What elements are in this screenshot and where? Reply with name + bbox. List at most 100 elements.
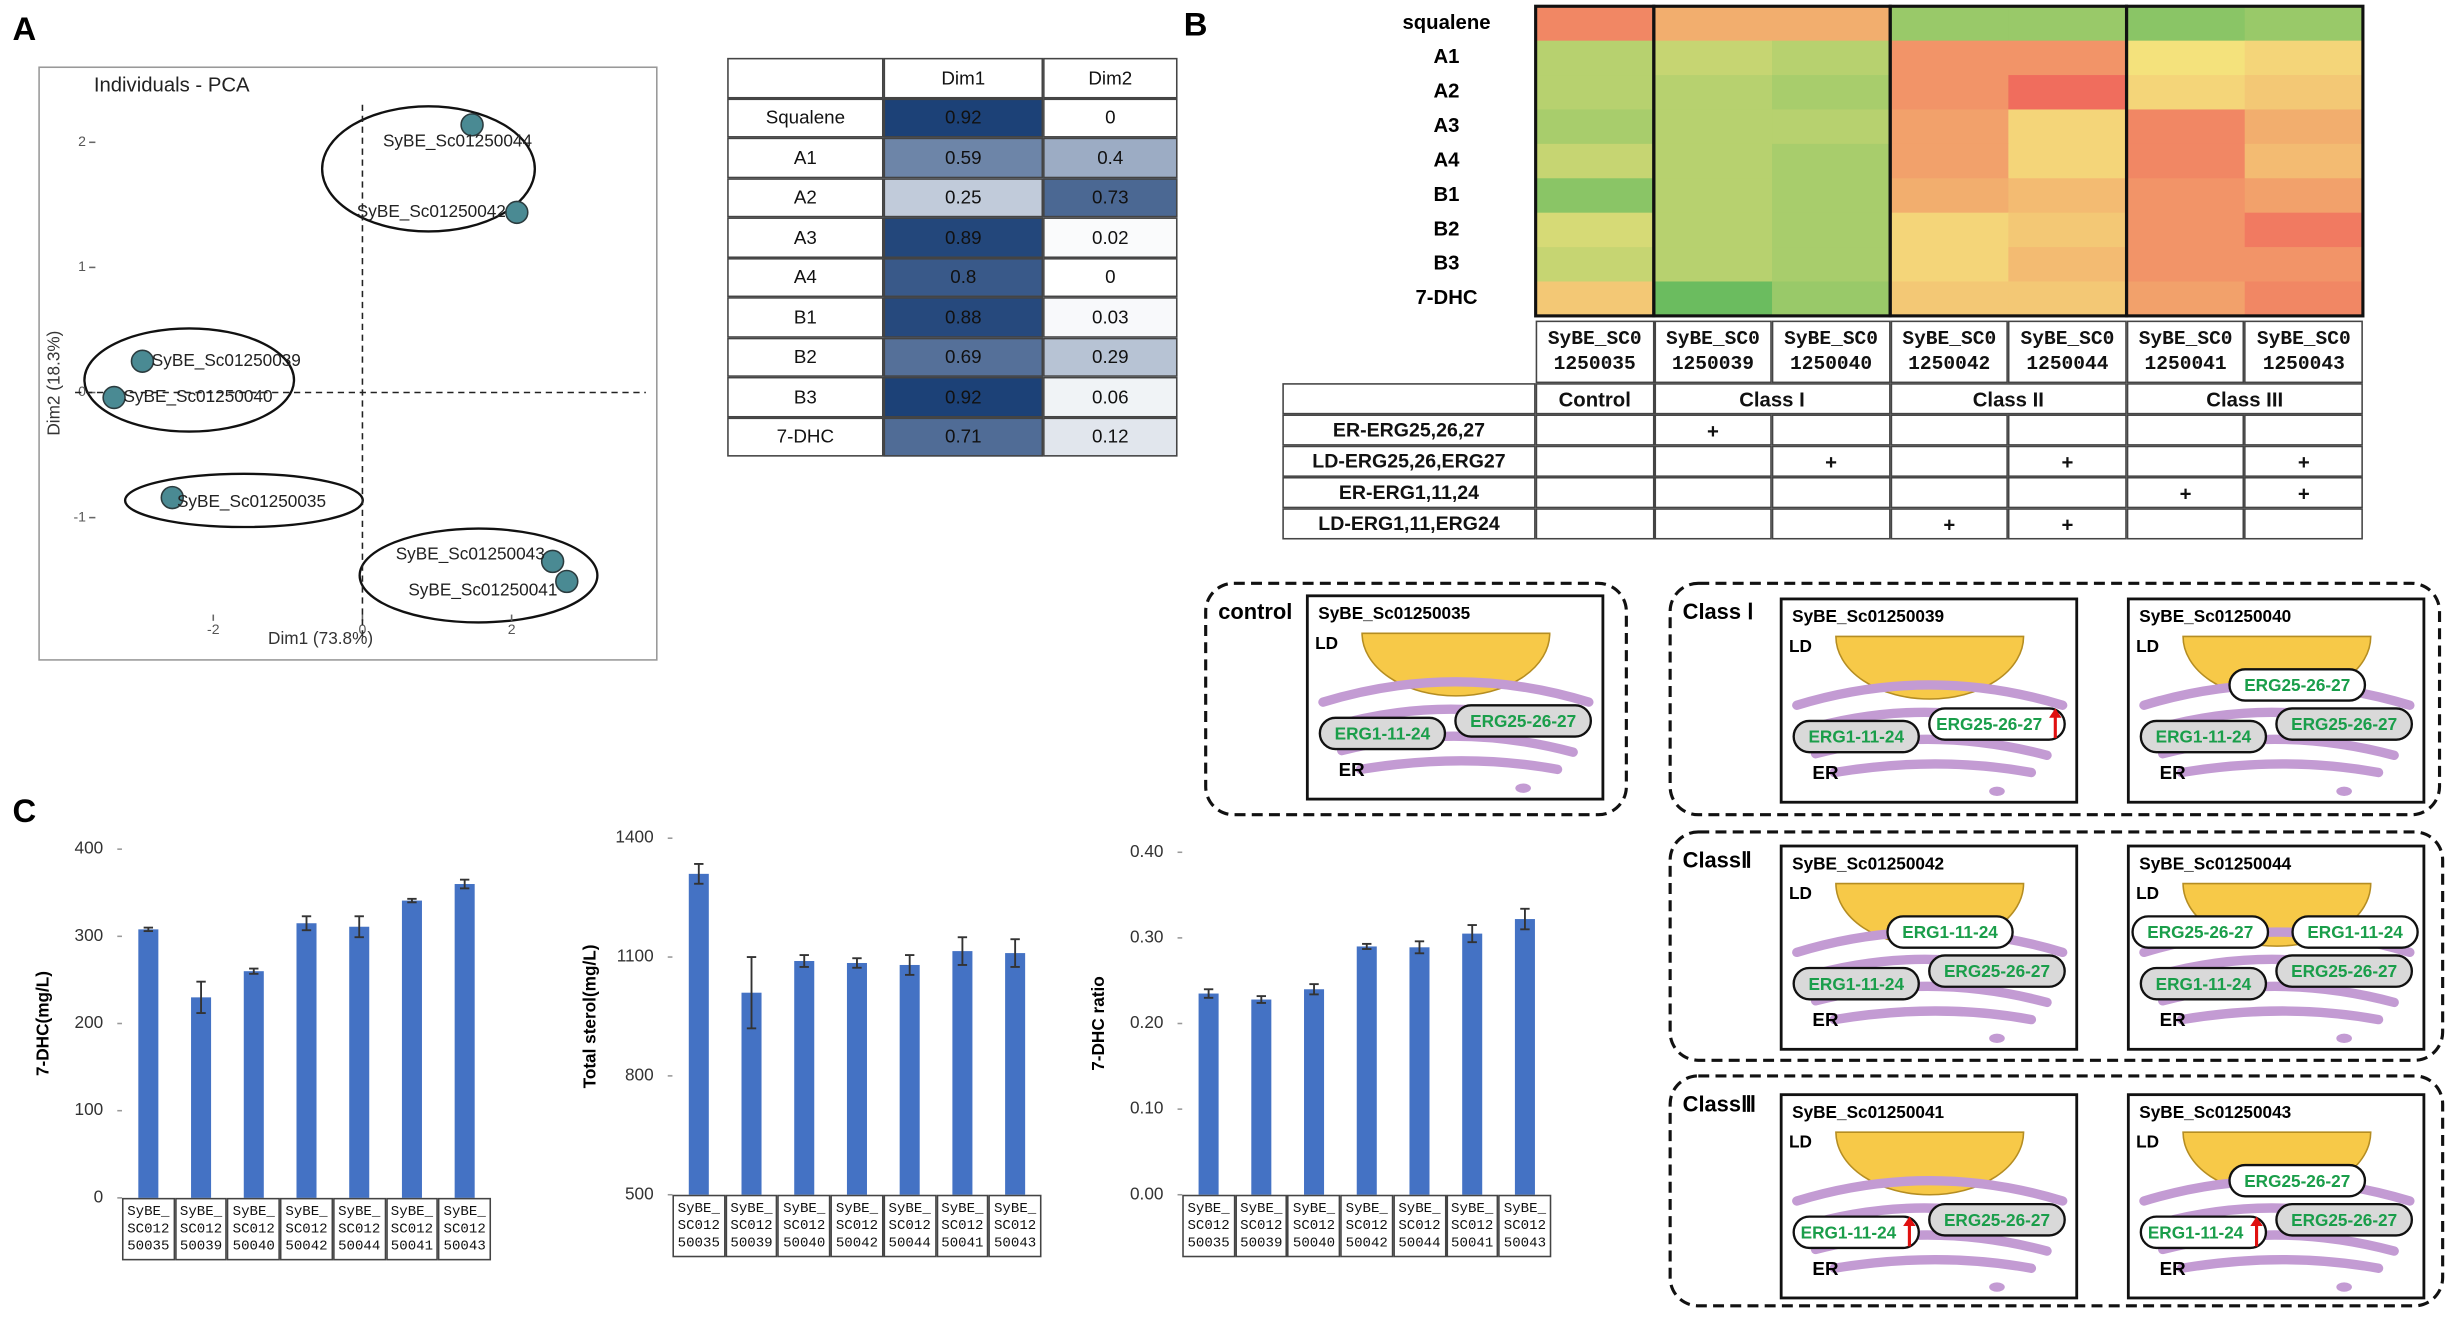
point-label: SyBE_Sc01250044 — [383, 131, 533, 151]
row-label: B1 — [727, 297, 884, 337]
tag-pill — [2139, 1215, 2268, 1250]
x-tick-label: 2 — [508, 621, 516, 637]
tag-pill — [2131, 915, 2270, 949]
error-bar — [957, 936, 968, 966]
error-bar — [1414, 940, 1425, 955]
tag-text: ERG25-26-27 — [1470, 711, 1576, 731]
er-label: ER — [2160, 1258, 2187, 1279]
error-bar — [143, 926, 154, 933]
column-label: SyBE_SC01250042 — [1890, 320, 2009, 384]
strain-panel: SyBE_Sc01250039 LD ER ERG1-11-24 ERG25-26-27 — [1779, 597, 2079, 804]
ld-label: LD — [1789, 1132, 1812, 1152]
strain-panel: SyBE_Sc01250040 LD ER ERG25-26-27 ERG1-11-24… — [2126, 597, 2426, 804]
row-label: Squalene — [727, 97, 884, 138]
point — [555, 569, 579, 594]
column-header: Dim2 — [1043, 57, 1178, 98]
value-cell: 0.92 — [883, 376, 1044, 417]
category-cell: SyBE_SC01250035 — [672, 1194, 726, 1258]
er-membrane — [1829, 1006, 2037, 1025]
mark-cell — [1772, 476, 1891, 509]
row-label: 7-DHC — [1415, 287, 1477, 309]
y-axis-label: Total sterol(mg/L) — [580, 945, 600, 1089]
strain-panel: SyBE_Sc01250043 LD ER ERG25-26-27 ERG1-11-24… — [2126, 1093, 2426, 1300]
tag-pill — [2139, 719, 2268, 754]
row-label: ER-ERG25,26,27 — [1282, 414, 1536, 446]
heat-cell — [2008, 6, 2128, 42]
chart-title: Individuals - PCA — [94, 74, 250, 96]
tag-pill — [2275, 1202, 2414, 1237]
row-label: ER-ERG1,11,24 — [1282, 476, 1536, 509]
cell-text: SyBE_SC01250042 — [1345, 1200, 1388, 1251]
cell-text: SyBE_SC01250043 — [1503, 1200, 1547, 1251]
tag-text: ERG1-11-24 — [1808, 974, 1904, 994]
bar — [349, 926, 370, 1198]
tag-pill — [2275, 954, 2414, 988]
heat-cell — [1772, 40, 1891, 76]
heat-cell — [2008, 281, 2128, 317]
group-box — [1668, 1074, 2445, 1308]
tag-pill — [1928, 707, 2066, 741]
mark-cell — [1890, 476, 2009, 509]
gene-tag: ERG1-11-24 — [1792, 1215, 1920, 1250]
value-cell: 0.12 — [1043, 416, 1178, 457]
mark-cell: + — [1890, 508, 2009, 540]
group-box — [1668, 581, 2442, 817]
y-tick-label: 300 — [75, 925, 104, 945]
row-label: LD-ERG25,26,ERG27 — [1282, 445, 1536, 477]
heat-cell — [1890, 212, 2010, 248]
row-label: A3 — [1434, 115, 1460, 137]
bar — [1356, 946, 1377, 1195]
er-vesicle — [2336, 1033, 2352, 1044]
heat-cell — [1772, 212, 1891, 248]
er-vesicle — [2336, 1282, 2352, 1292]
heat-cell — [2126, 247, 2246, 283]
er-membrane — [2176, 1254, 2384, 1273]
tag-pill — [2228, 668, 2367, 702]
value-cell: 0.88 — [883, 297, 1044, 337]
column-label: SyBE_SC01250040 — [1772, 320, 1891, 384]
heat-cell — [2126, 281, 2246, 317]
table-corner — [727, 57, 884, 98]
category-cell: SyBE_SC01250041 — [1445, 1194, 1499, 1258]
bar — [846, 962, 867, 1195]
table-corner — [1282, 383, 1536, 415]
cell-text: SyBE_SC01250040 — [232, 1203, 275, 1254]
gene-tag: ERG1-11-24 — [1792, 719, 1920, 754]
strain-panel: SyBE_Sc01250041 LD ER ERG1-11-24 ERG25-26-27 — [1779, 1093, 2079, 1300]
row-label: B2 — [727, 336, 884, 377]
y-tick-label: 0.40 — [1130, 841, 1163, 861]
y-tick-label: 1100 — [617, 946, 654, 966]
x-tick-label: -2 — [207, 621, 220, 637]
tag-pill — [1886, 915, 2014, 949]
cell-text: SyBE_SC01250043 — [993, 1200, 1037, 1251]
category-cell: SyBE_SC01250040 — [777, 1194, 831, 1258]
value-cell: 0.89 — [883, 217, 1044, 258]
error-bar — [301, 915, 312, 932]
row-label: B1 — [1434, 184, 1460, 206]
cell-text: SyBE_SC01250041 — [390, 1203, 434, 1254]
heat-cell — [1653, 75, 1773, 111]
tag-pill — [2275, 707, 2414, 741]
error-bar — [1010, 938, 1020, 968]
tag-pill — [1792, 1215, 1920, 1250]
mark-cell — [1535, 476, 1654, 509]
heat-cell — [1653, 143, 1773, 180]
category-cell: SyBE_SC01250043 — [438, 1197, 492, 1261]
bar — [1304, 989, 1325, 1195]
tag-pill — [1318, 716, 1447, 751]
heat-cell — [2244, 281, 2364, 317]
error-bar — [249, 967, 259, 975]
group-label: control — [1218, 599, 1292, 624]
category-cell: SyBE_SC01250043 — [988, 1194, 1042, 1258]
value-cell: 0.03 — [1043, 297, 1178, 337]
heat-cell — [2126, 178, 2246, 214]
value-cell: 0.92 — [883, 97, 1044, 138]
value-cell: 0 — [1043, 257, 1178, 298]
heat-cell — [1890, 178, 2010, 214]
gene-tag: ERG25-26-27 — [2228, 1163, 2367, 1198]
row-label: A3 — [727, 217, 884, 258]
gene-tag: ERG25-26-27 — [1928, 707, 2066, 741]
cell-text: SyBE_SC01250044 — [2020, 328, 2115, 376]
category-cell: SyBE_SC01250044 — [332, 1197, 386, 1261]
heat-cell — [2126, 212, 2246, 248]
